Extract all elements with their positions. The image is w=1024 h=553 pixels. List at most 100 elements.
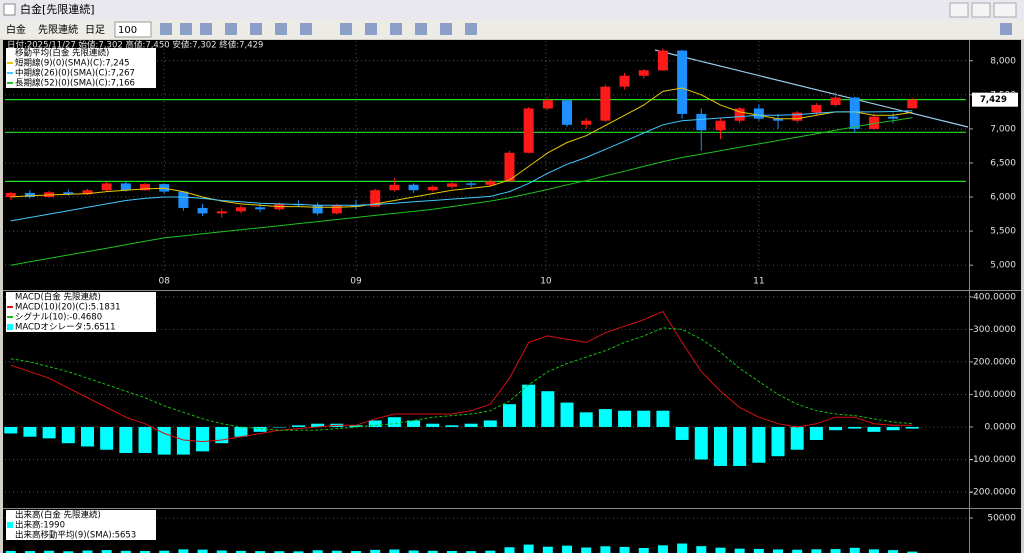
bar	[733, 426, 747, 466]
legend-entry: 短期線(9)(0)(SMA)(C):7,245	[15, 58, 130, 69]
trend-line	[654, 49, 969, 128]
candle-body	[849, 97, 860, 129]
candle-body	[581, 120, 592, 125]
candle-body	[485, 181, 496, 185]
bar	[752, 426, 766, 463]
tool-icon[interactable]	[180, 23, 192, 35]
bar	[464, 423, 478, 427]
count-input[interactable]	[114, 21, 152, 38]
candle-body	[312, 205, 323, 214]
bar	[4, 426, 18, 434]
tool-icon[interactable]	[300, 23, 312, 35]
maximize-button[interactable]	[971, 2, 991, 18]
tool-icon[interactable]	[440, 23, 452, 35]
candle-body	[446, 183, 457, 187]
bar	[466, 551, 477, 553]
tool-icon[interactable]	[275, 23, 287, 35]
bar	[886, 426, 900, 431]
candle-body	[657, 50, 668, 71]
legend-entry: 出来高:1990	[15, 520, 65, 531]
tool-icon[interactable]	[250, 23, 262, 35]
tool-icon[interactable]	[1000, 23, 1012, 35]
bar	[119, 426, 133, 453]
tool-icon[interactable]	[465, 23, 477, 35]
count-value: 100	[118, 25, 137, 36]
tool-icon[interactable]	[160, 23, 172, 35]
candle-body	[82, 190, 93, 195]
legend-box	[6, 510, 156, 540]
bar	[197, 549, 208, 553]
bar	[370, 549, 381, 553]
bar	[235, 550, 246, 553]
candle-body	[197, 207, 208, 214]
title-bar	[0, 0, 1024, 20]
candle-body	[907, 99, 918, 109]
candle-body	[638, 70, 649, 76]
bar	[713, 426, 727, 466]
tool-icon[interactable]	[340, 23, 352, 35]
tool-icon[interactable]	[415, 23, 427, 35]
period-menu[interactable]: 日足	[85, 24, 105, 36]
y-tick-label: 7,000	[990, 124, 1016, 134]
bar	[694, 426, 708, 460]
candle-body	[830, 97, 841, 106]
candle-body	[120, 183, 131, 191]
candle-body	[427, 186, 438, 191]
contract-menu[interactable]: 先限連続	[38, 23, 78, 36]
bar	[638, 547, 649, 553]
bar	[140, 550, 151, 553]
bar	[637, 410, 651, 427]
bar	[809, 426, 823, 440]
bar	[120, 550, 131, 553]
bar	[349, 425, 363, 427]
candle-body	[562, 100, 573, 125]
bar	[234, 426, 248, 437]
series-line	[10, 117, 913, 266]
bar	[618, 410, 632, 427]
bar	[849, 547, 860, 553]
bar	[426, 423, 440, 427]
y-tick-label: 8,000	[990, 56, 1016, 66]
candle-body	[868, 116, 879, 129]
legend-entry: MACDオシレータ:5.6511	[15, 323, 116, 333]
bar	[600, 546, 611, 553]
bar	[523, 544, 534, 553]
bar	[677, 543, 688, 553]
bar	[485, 550, 496, 553]
bar	[483, 420, 497, 427]
bar	[541, 391, 555, 427]
bar	[61, 426, 75, 444]
candle-body	[408, 184, 419, 191]
close-button[interactable]	[993, 2, 1017, 18]
bar	[581, 547, 592, 553]
bar	[24, 551, 35, 553]
tool-icon[interactable]	[390, 23, 402, 35]
candle-body	[504, 152, 515, 182]
bar	[811, 549, 822, 553]
bar	[42, 426, 56, 439]
y-tick-label: 5,000	[990, 261, 1016, 271]
toolbar-icons	[160, 23, 1012, 35]
bar	[255, 551, 266, 553]
tool-icon[interactable]	[200, 23, 212, 35]
bar	[274, 551, 285, 553]
bar	[100, 426, 114, 450]
minimize-button[interactable]	[949, 2, 969, 18]
candle-body	[255, 207, 266, 210]
info-line: 日付:2025/11/27 始値:7,302 高値:7,450 安値:7,302…	[7, 40, 263, 51]
symbol-menu[interactable]: 白金	[6, 23, 26, 36]
bar	[753, 548, 764, 553]
tool-icon[interactable]	[365, 23, 377, 35]
candle-body	[715, 120, 726, 131]
bar	[5, 550, 16, 553]
tool-icon[interactable]	[225, 23, 237, 35]
x-tick-label: 08	[158, 277, 170, 287]
candle-body	[101, 183, 112, 191]
candle-body	[773, 118, 784, 121]
bar	[80, 426, 94, 447]
bar	[63, 551, 74, 553]
legend-box	[6, 48, 156, 88]
candle-body	[619, 75, 630, 87]
